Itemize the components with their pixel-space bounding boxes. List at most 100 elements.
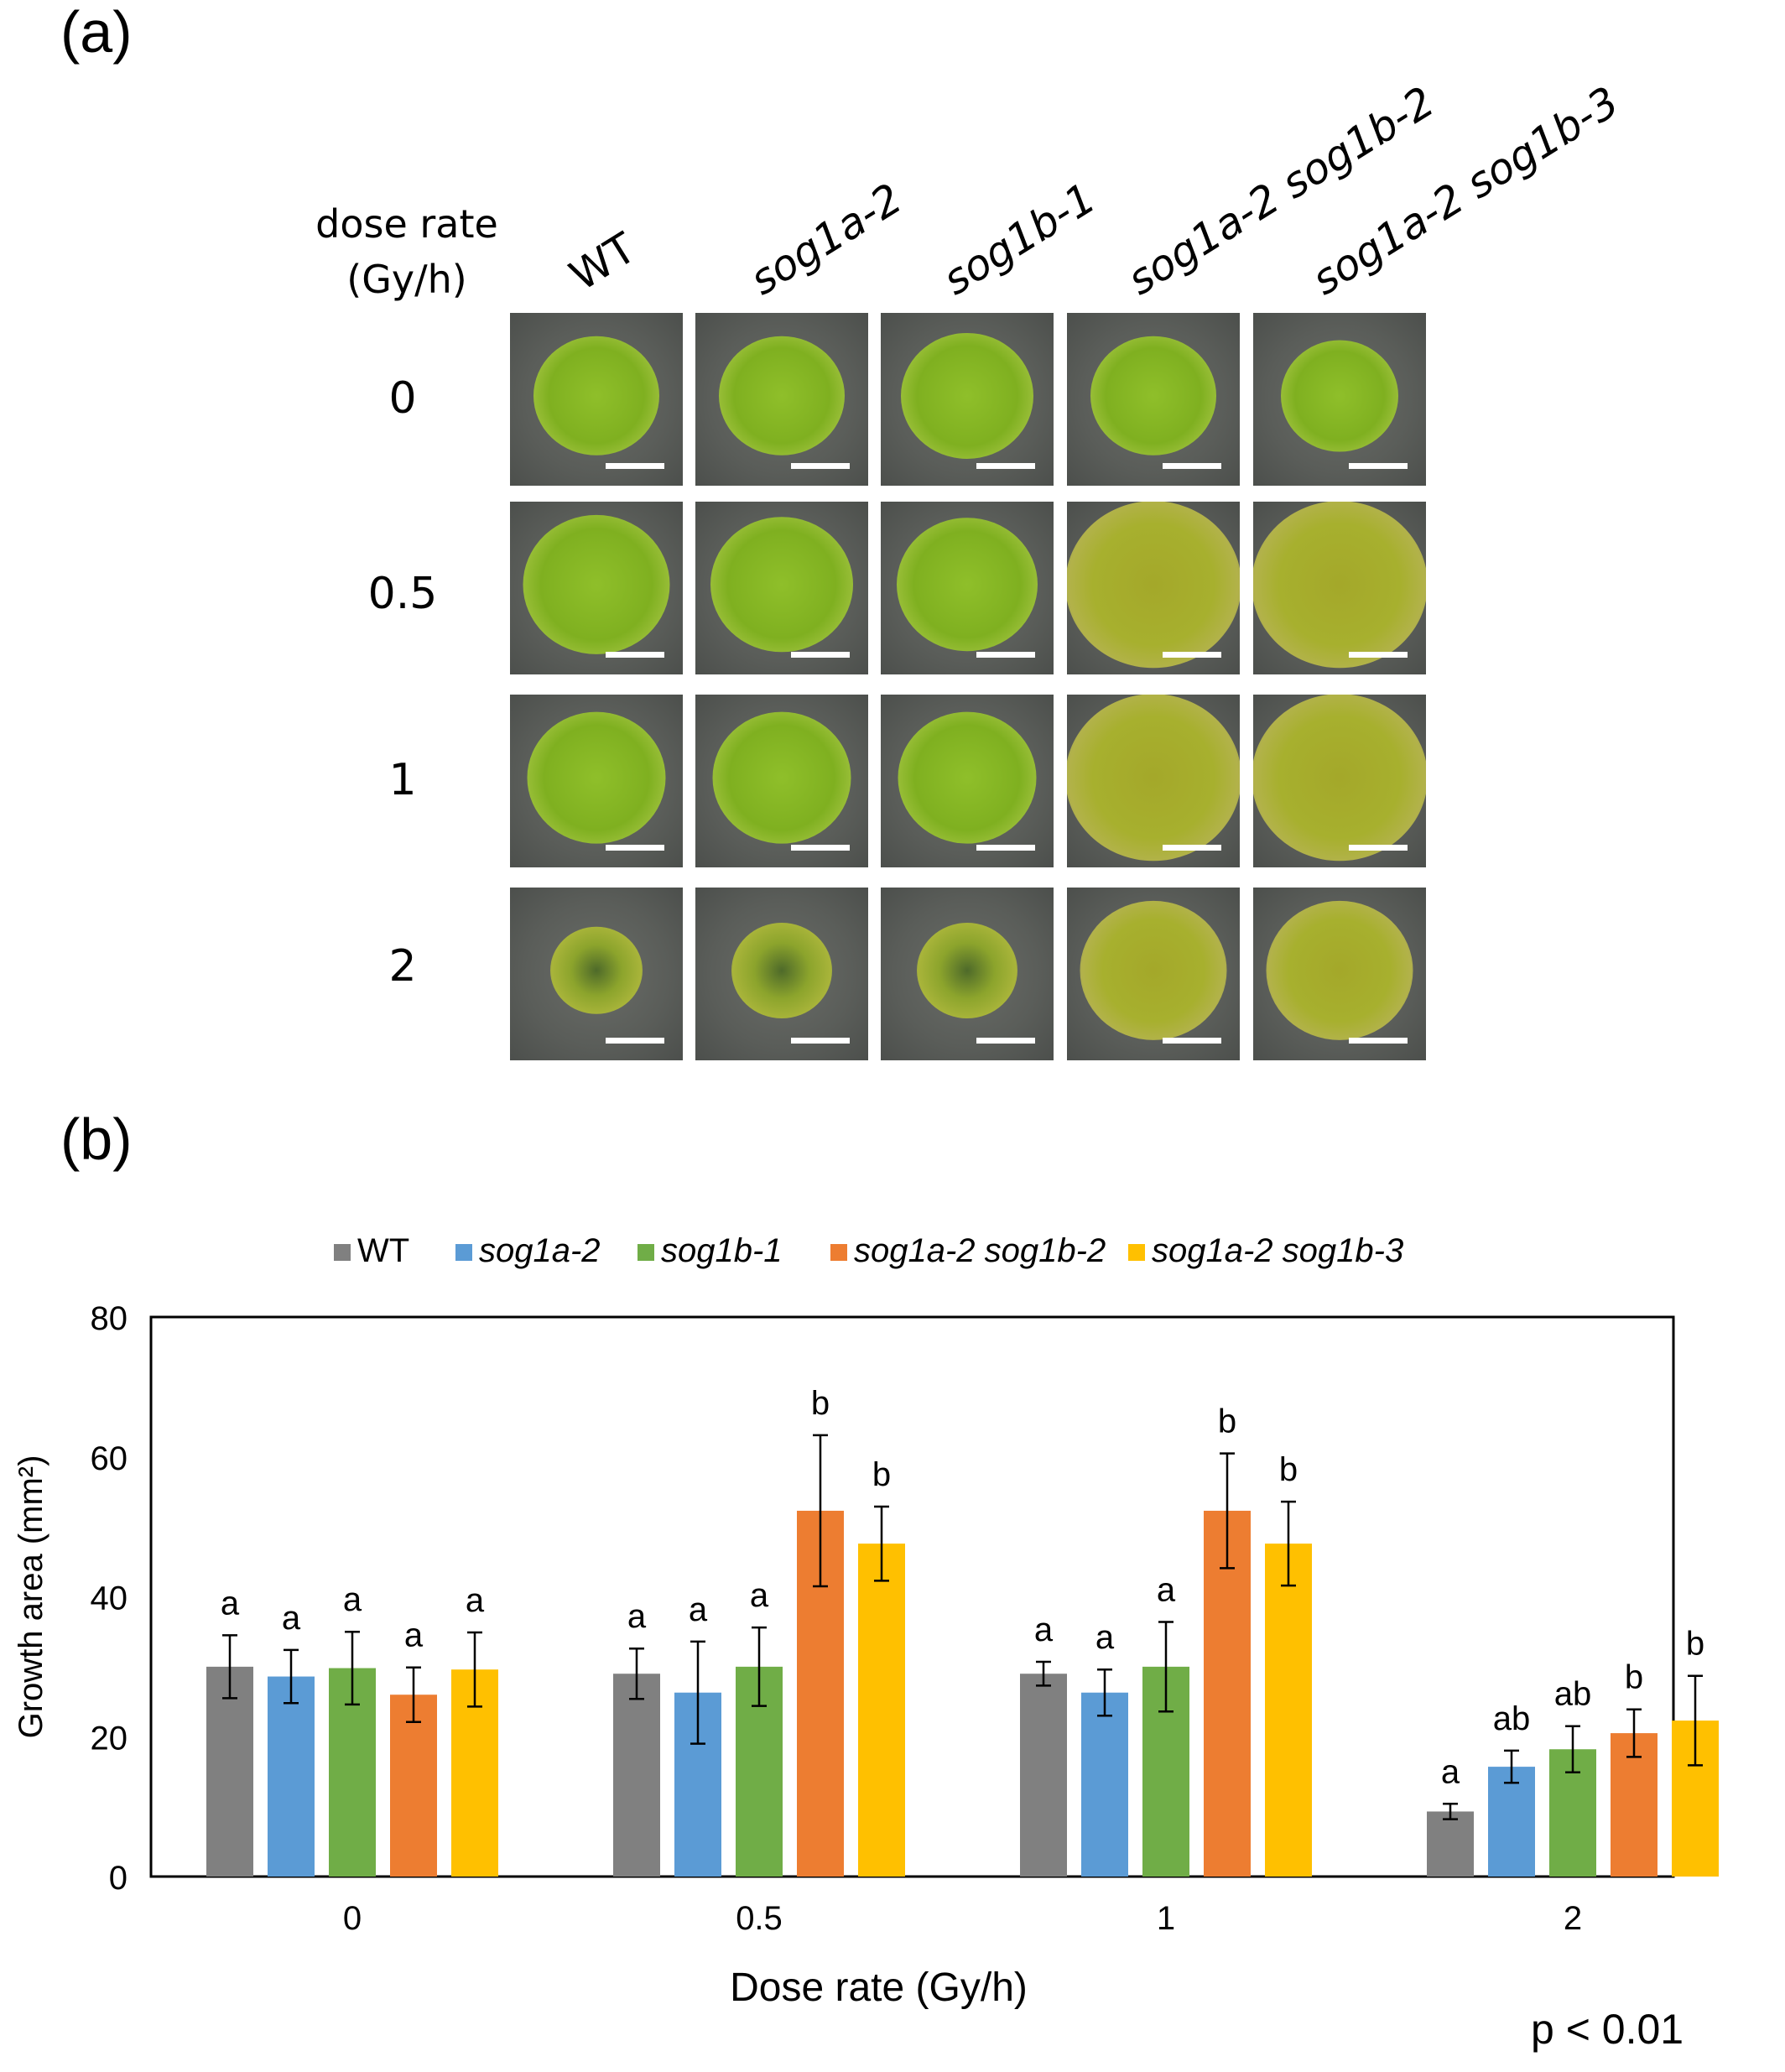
legend-swatch [455, 1244, 472, 1261]
scale-bar [976, 1038, 1035, 1044]
colony [712, 711, 851, 844]
row-header-line1: dose rate [315, 201, 498, 247]
row-label-0: 0 [388, 373, 417, 424]
column-label-sog1a-2-sog1b-3: sog1a-2 sog1b-3 [1304, 77, 1627, 305]
column-label-sog1a-2: sog1a-2 [742, 174, 911, 305]
x-tick-label: 0.5 [736, 1900, 783, 1937]
y-tick-label: 40 [91, 1580, 128, 1617]
scale-bar [976, 463, 1035, 469]
colony-photo [881, 502, 1054, 674]
significance-letter: b [1279, 1451, 1298, 1488]
legend-label: sog1b-1 [661, 1232, 783, 1269]
colony [1067, 695, 1240, 862]
colony-photo [1253, 313, 1426, 486]
colony [719, 336, 845, 456]
x-axis-label: Dose rate (Gy/h) [730, 1965, 1028, 2010]
colony-photo [695, 313, 868, 486]
p-value-note: p < 0.01 [1531, 2006, 1684, 2053]
legend-label: sog1a-2 sog1b-2 [854, 1232, 1106, 1269]
row-label-0-5: 0.5 [367, 569, 438, 619]
colony-photo [695, 888, 868, 1060]
legend-swatch [1128, 1244, 1145, 1261]
legend-label: sog1a-2 [479, 1232, 601, 1269]
colony [1281, 340, 1398, 452]
bar [268, 1676, 315, 1877]
bar [206, 1666, 253, 1877]
panel-b-label: (b) [60, 1106, 133, 1172]
colony-photo [1253, 695, 1426, 867]
significance-letter: b [1625, 1659, 1643, 1696]
colony-photo [695, 695, 868, 867]
significance-letter: a [221, 1585, 240, 1622]
colony [533, 336, 659, 456]
significance-letter: a [1441, 1753, 1460, 1790]
colony-photo [1067, 695, 1240, 867]
significance-letter: a [282, 1600, 301, 1637]
colony-photo [1253, 888, 1426, 1060]
bar [1204, 1510, 1251, 1877]
colony [1253, 695, 1426, 862]
colony [898, 711, 1037, 844]
column-label-wt: WT [561, 223, 644, 300]
legend-swatch [830, 1244, 847, 1261]
scale-bar [606, 652, 664, 658]
legend-label: WT [357, 1232, 409, 1269]
x-tick-label: 1 [1157, 1900, 1175, 1937]
x-tick-label: 0 [343, 1900, 362, 1937]
scale-bar [1349, 1038, 1408, 1044]
row-label-1: 1 [388, 755, 417, 805]
significance-letter: a [404, 1617, 424, 1654]
colony-photo [881, 313, 1054, 486]
legend-swatch [334, 1244, 351, 1261]
colony-photo [1067, 502, 1240, 674]
significance-letter: b [1686, 1626, 1704, 1663]
y-axis-label: Growth area (mm²) [13, 1455, 49, 1739]
significance-letter: a [627, 1598, 647, 1635]
colony-photo [1067, 313, 1240, 486]
bar [1488, 1767, 1535, 1877]
column-label-sog1b-1: sog1b-1 [934, 173, 1105, 305]
significance-letter: a [1095, 1619, 1115, 1656]
scale-bar [976, 845, 1035, 851]
scale-bar [791, 1038, 850, 1044]
panel-a-label: (a) [60, 0, 133, 65]
colony-photo [510, 888, 683, 1060]
scale-bar [1163, 1038, 1221, 1044]
scale-bar [1349, 463, 1408, 469]
plot-frame [149, 1315, 1675, 1878]
scale-bar [1163, 652, 1221, 658]
significance-letter: b [1218, 1403, 1236, 1440]
colony [731, 922, 832, 1018]
colony-photo [510, 502, 683, 674]
row-header-line2: (Gy/h) [346, 257, 467, 302]
scale-bar [606, 1038, 664, 1044]
colony-photo [510, 695, 683, 867]
significance-letter: ab [1493, 1700, 1531, 1737]
colony [527, 711, 666, 844]
significance-letter: a [343, 1581, 362, 1618]
colony [550, 926, 643, 1015]
significance-letter: a [1034, 1611, 1054, 1648]
colony-photo [1253, 502, 1426, 674]
column-label-sog1a-2-sog1b-2: sog1a-2 sog1b-2 [1119, 77, 1443, 305]
bar [1020, 1674, 1067, 1877]
colony [523, 514, 670, 654]
y-tick-label: 0 [109, 1860, 128, 1897]
colony [901, 332, 1033, 459]
significance-letter: a [466, 1582, 485, 1619]
colony [1253, 502, 1426, 669]
x-tick-label: 2 [1564, 1900, 1582, 1937]
scale-bar [1349, 652, 1408, 658]
colony-photo [510, 313, 683, 486]
scale-bar [976, 652, 1035, 658]
colony [710, 517, 853, 653]
significance-letter: b [811, 1385, 830, 1422]
significance-letter: ab [1554, 1676, 1592, 1713]
colony [1080, 900, 1227, 1040]
scale-bar [606, 845, 664, 851]
colony [917, 922, 1017, 1018]
scale-bar [1163, 845, 1221, 851]
legend-label: sog1a-2 sog1b-3 [1152, 1232, 1403, 1269]
colony [897, 518, 1038, 652]
